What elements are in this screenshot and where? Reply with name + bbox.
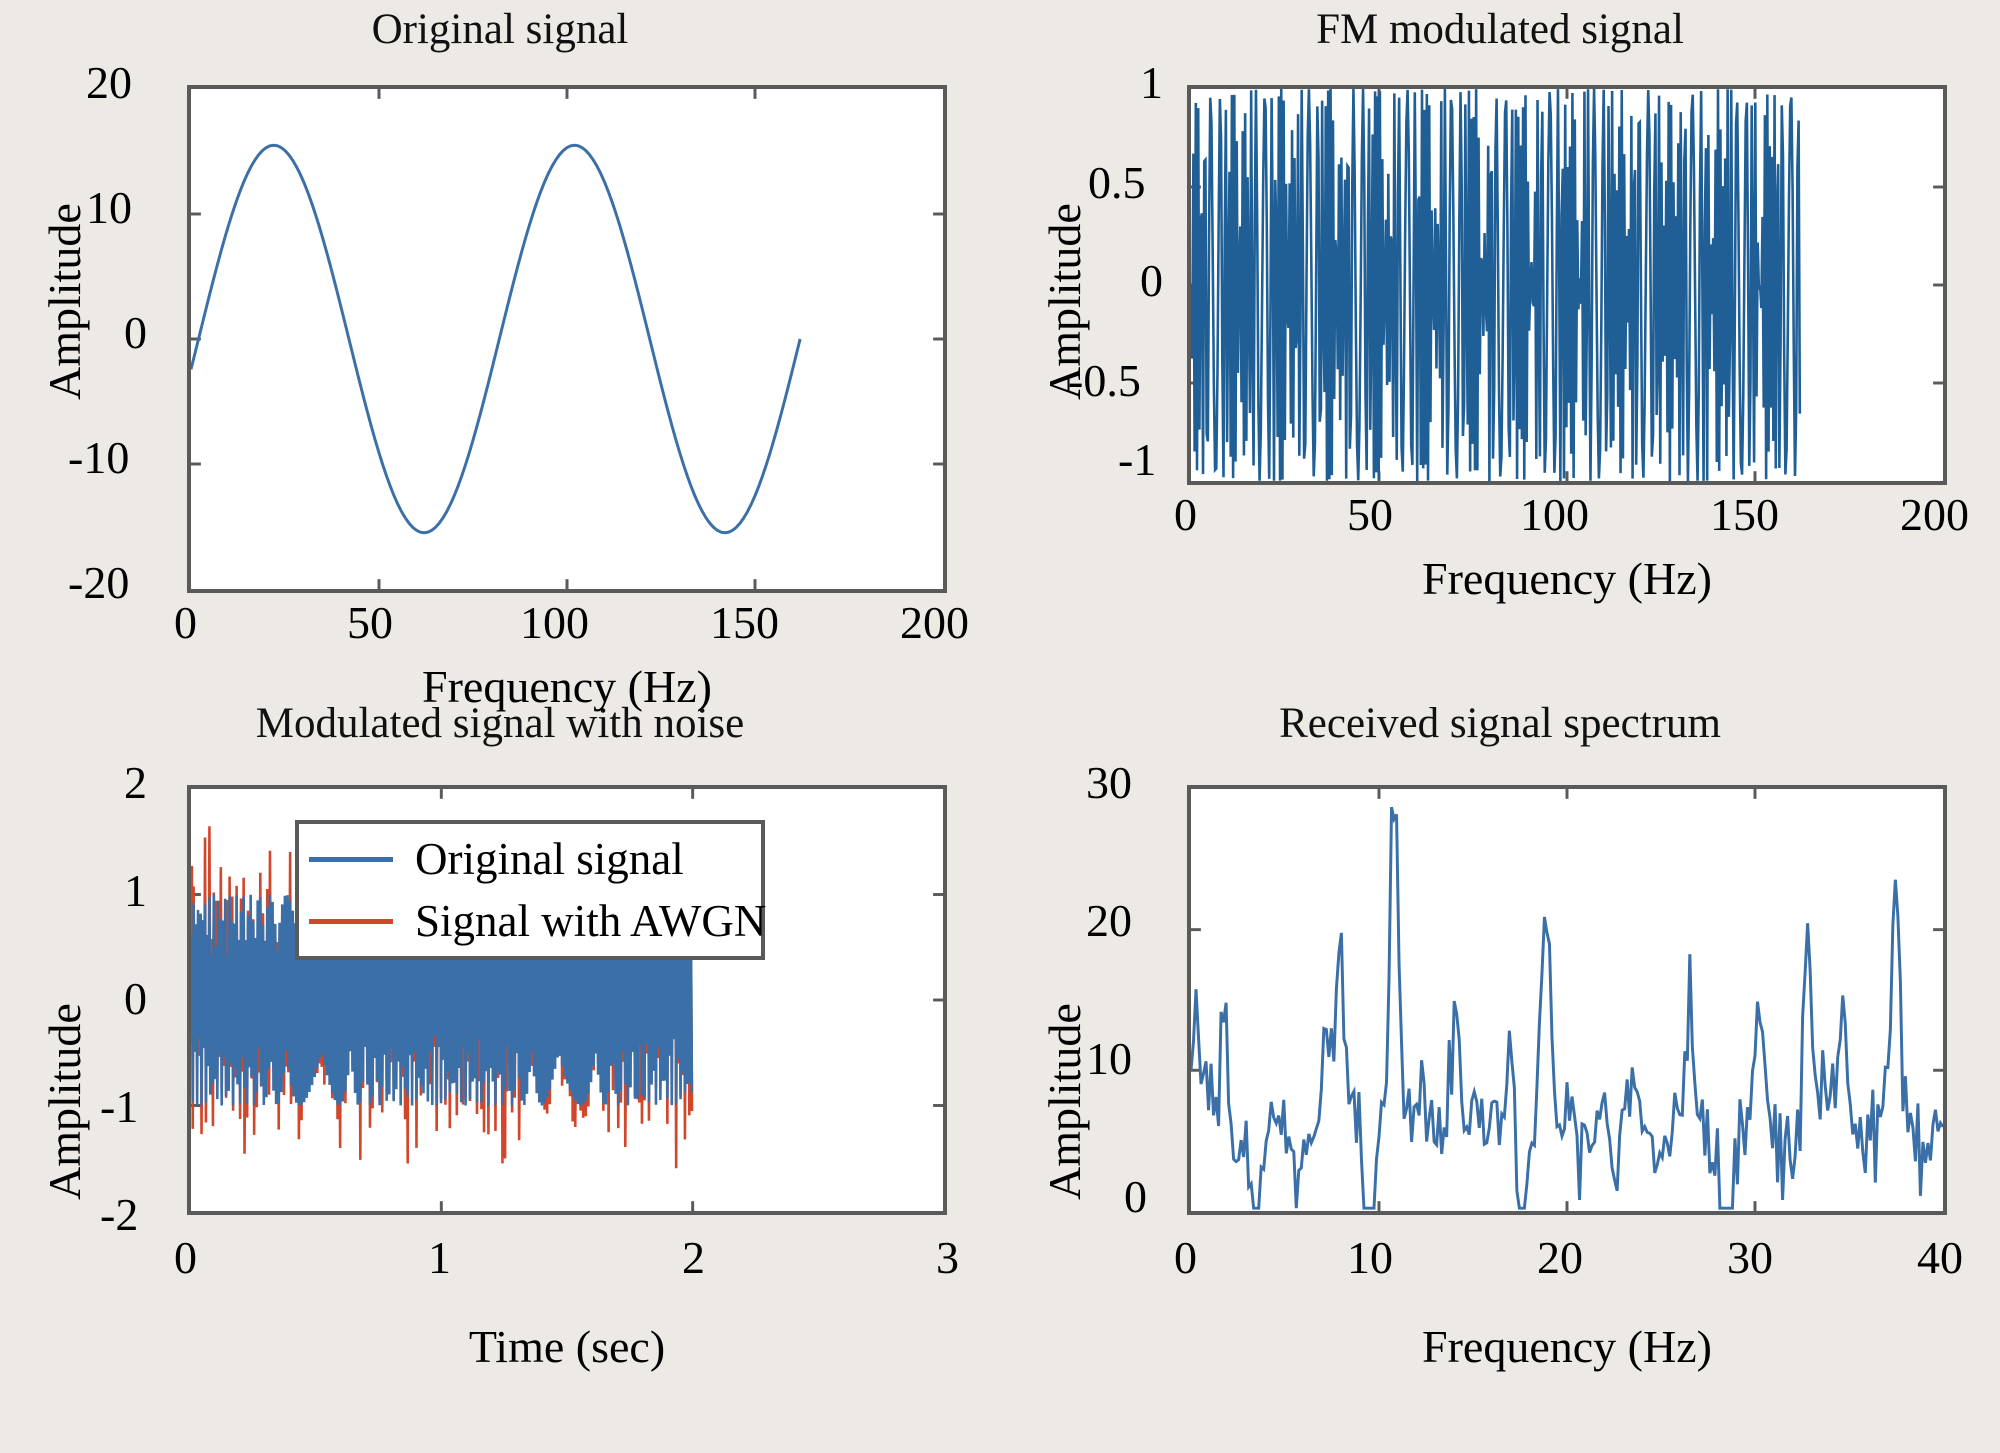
- y-tick-fm-m1: -1: [1118, 434, 1157, 485]
- axes-fm-modulated: [1187, 85, 1947, 485]
- legend-item-original-signal: Original signal: [309, 828, 747, 890]
- y-tick-noise-m2: -2: [100, 1189, 139, 1240]
- series-original-signal: [191, 143, 802, 535]
- x-tick-original-signal-100: 100: [520, 597, 589, 648]
- x-tick-spec-30: 30: [1727, 1232, 1773, 1283]
- x-tick-noise-2: 2: [682, 1232, 705, 1283]
- legend-label-original-signal: Original signal: [415, 833, 684, 884]
- axis-ticks-original-signal: [191, 89, 943, 589]
- x-tick-fm-0: 0: [1174, 489, 1197, 540]
- axes-original-signal: [187, 85, 947, 593]
- x-tick-spec-0: 0: [1174, 1232, 1197, 1283]
- x-tick-noise-0: 0: [174, 1232, 197, 1283]
- x-tick-noise-3: 3: [936, 1232, 959, 1283]
- y-tick-fm-0: 0: [1140, 255, 1163, 306]
- x-tick-noise-1: 1: [428, 1232, 451, 1283]
- y-tick-original-signal-0: 0: [124, 307, 147, 358]
- y-tick-spec-10: 10: [1086, 1033, 1132, 1084]
- panel-title-modulated-noise: Modulated signal with noise: [255, 700, 745, 747]
- legend-swatch-original-signal: [309, 856, 393, 862]
- series-original-signal-noise-panel: [191, 894, 694, 1106]
- y-tick-spec-0: 0: [1124, 1171, 1147, 1222]
- panel-title-fm-modulated: FM modulated signal: [1316, 6, 1684, 53]
- x-tick-original-signal-150: 150: [710, 597, 779, 648]
- x-axis-label-modulated-noise: Time (sec): [468, 1321, 666, 1372]
- legend-label-signal-with-awgn: Signal with AWGN: [415, 895, 767, 946]
- y-tick-original-signal-m10: -10: [68, 432, 130, 483]
- y-tick-fm-m05: -0.5: [1068, 355, 1141, 406]
- plot-original-signal: [191, 89, 943, 589]
- panel-original-signal: Original signal Amplitude 20 10 0 -10 -2…: [0, 0, 1000, 712]
- y-tick-original-signal-10: 10: [86, 182, 132, 233]
- y-tick-noise-2: 2: [124, 757, 147, 808]
- x-tick-spec-10: 10: [1347, 1232, 1393, 1283]
- x-axis-label-fm-modulated: Frequency (Hz): [1422, 553, 1712, 604]
- x-axis-label-original-signal: Frequency (Hz): [422, 661, 712, 712]
- x-tick-original-signal-200: 200: [900, 597, 969, 648]
- plot-modulated-noise: [191, 789, 943, 1211]
- panel-title-received-spectrum: Received signal spectrum: [1279, 700, 1721, 747]
- y-axis-label-received-spectrum: Amplitude: [1039, 1003, 1090, 1200]
- series-received-spectrum: [1191, 806, 1943, 1210]
- y-tick-fm-1: 1: [1140, 57, 1163, 108]
- y-axis-label-original-signal: Amplitude: [39, 203, 90, 400]
- panel-modulated-noise: Modulated signal with noise Amplitude 2 …: [0, 700, 1000, 1453]
- plot-received-spectrum: [1191, 789, 1943, 1211]
- x-axis-label-received-spectrum: Frequency (Hz): [1422, 1321, 1712, 1372]
- x-tick-fm-100: 100: [1520, 489, 1589, 540]
- x-tick-spec-20: 20: [1537, 1232, 1583, 1283]
- legend-swatch-signal-with-awgn: [309, 918, 393, 924]
- y-axis-label-modulated-noise: Amplitude: [39, 1003, 90, 1200]
- y-tick-spec-20: 20: [1086, 895, 1132, 946]
- legend-item-signal-with-awgn: Signal with AWGN: [309, 890, 766, 952]
- y-tick-noise-1: 1: [124, 865, 147, 916]
- x-tick-fm-200: 200: [1900, 489, 1969, 540]
- x-tick-original-signal-0: 0: [174, 597, 197, 648]
- y-tick-fm-05: 0.5: [1088, 157, 1146, 208]
- y-tick-noise-0: 0: [124, 973, 147, 1024]
- axes-received-spectrum: [1187, 785, 1947, 1215]
- y-tick-original-signal-m20: -20: [68, 557, 130, 608]
- legend-modulated-noise: Original signal Signal with AWGN: [295, 820, 766, 960]
- y-tick-noise-m1: -1: [100, 1081, 139, 1132]
- x-tick-fm-50: 50: [1347, 489, 1393, 540]
- y-tick-spec-30: 30: [1086, 757, 1132, 808]
- y-tick-original-signal-20: 20: [86, 57, 132, 108]
- panel-fm-modulated: FM modulated signal Amplitude 1 0.5 0 -0…: [1000, 0, 2000, 700]
- plot-fm-modulated: [1191, 89, 1943, 481]
- panel-title-original-signal: Original signal: [371, 6, 629, 53]
- series-fm-modulated: [1191, 89, 1802, 481]
- x-tick-original-signal-50: 50: [347, 597, 393, 648]
- x-tick-spec-40: 40: [1917, 1232, 1963, 1283]
- x-tick-fm-150: 150: [1710, 489, 1779, 540]
- panel-received-spectrum: Received signal spectrum Amplitude 30 20…: [1000, 700, 2000, 1453]
